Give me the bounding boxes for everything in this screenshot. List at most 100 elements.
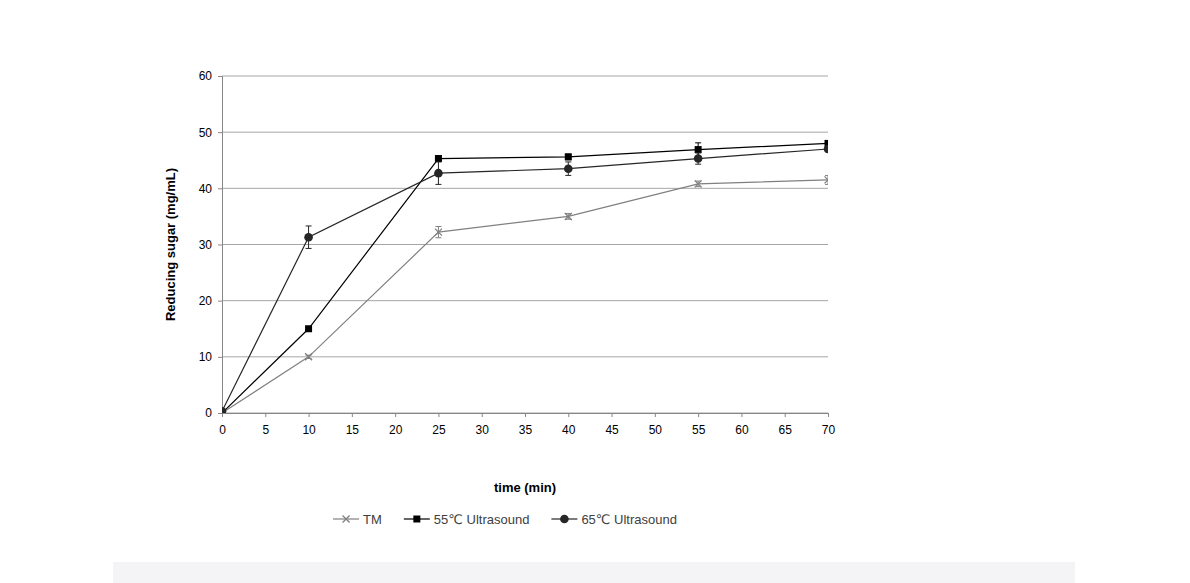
x-tick: 35 [519,413,533,437]
series-line [222,143,828,413]
data-point [695,146,702,153]
x-tick-mark [395,413,396,417]
y-tick-mark [218,132,222,133]
y-axis-line [218,77,223,414]
x-tick-mark [265,413,266,417]
y-tick-label: 0 [205,406,212,420]
series-line [222,149,828,411]
y-tick-mark [218,76,222,77]
y-tick: 20 [199,294,222,308]
data-point [565,213,572,220]
x-tick: 10 [302,413,316,437]
error-bar [435,227,441,238]
x-tick-label: 30 [476,423,490,437]
x-tick-mark [655,413,656,417]
data-point [825,176,829,183]
data-point [435,155,442,162]
series-line [222,180,828,413]
y-tick: 30 [199,238,222,252]
x-tick: 60 [735,413,749,437]
y-tick-mark [218,188,222,189]
x-tick: 50 [649,413,663,437]
x-tick: 20 [389,413,403,437]
x-tick-mark [525,413,526,417]
x-tick: 55 [692,413,706,437]
grid-line [222,132,828,133]
chart: 0 5 10 15 20 25 30 35 40 45 50 55 60 65 70 0 10 20 30 40 50 6… [0,0,1190,583]
data-point [305,353,312,360]
y-tick: 50 [199,126,222,140]
x-tick-label: 70 [822,423,836,437]
x-tick-label: 15 [346,423,360,437]
y-tick: 10 [199,350,222,364]
data-point [565,153,572,160]
legend-marker [560,515,569,524]
x-tick: 5 [262,413,269,437]
data-point [564,164,573,173]
x-axis: 0 5 10 15 20 25 30 35 40 45 50 55 60 65 70 [219,413,835,437]
y-tick-label: 30 [199,238,213,252]
y-tick: 60 [199,69,222,83]
x-tick-label: 0 [219,423,226,437]
x-tick: 40 [562,413,576,437]
x-tick: 25 [432,413,446,437]
y-axis: 0 10 20 30 40 50 60 [199,69,223,420]
legend-label: 55℃ Ultrasound [434,512,530,527]
x-tick-mark [482,413,483,417]
x-tick: 0 [219,413,226,437]
legend-marker [413,516,420,523]
x-tick-label: 10 [302,423,316,437]
x-tick: 15 [346,413,360,437]
error-bar [695,181,701,187]
legend-item: 65℃ Ultrasound [551,512,677,527]
x-tick-mark [741,413,742,417]
legend-marker [343,516,350,523]
x-tick-label: 25 [432,423,446,437]
y-tick: 0 [205,406,222,420]
legend-label: TM [363,512,382,527]
x-tick-label: 45 [605,423,619,437]
error-bar [565,154,571,160]
x-tick-mark [828,413,829,417]
x-tick-label: 40 [562,423,576,437]
data-point [695,180,702,187]
error-bar [825,175,828,184]
grid-line [222,188,828,189]
legend-label: 65℃ Ultrasound [581,512,677,527]
grid-line [222,300,828,301]
data-point [694,154,703,163]
grid-line [222,356,828,357]
x-tick-label: 50 [649,423,663,437]
x-tick-mark [352,413,353,417]
x-tick-label: 35 [519,423,533,437]
x-axis-line [223,414,829,418]
x-tick-mark [698,413,699,417]
y-tick-label: 40 [199,182,213,196]
data-point [824,145,828,154]
grid [222,76,828,413]
x-tick-label: 55 [692,423,706,437]
data-point [304,233,313,242]
data-point [305,325,312,332]
x-tick: 30 [476,413,490,437]
error-bar [565,214,571,220]
x-tick-label: 5 [262,423,269,437]
data-point [222,407,226,413]
x-axis-title: time (min) [494,480,556,495]
y-tick: 40 [199,182,222,196]
x-tick: 65 [779,413,793,437]
legend-item: TM [333,512,382,527]
grid-line [222,244,828,245]
x-tick-mark [438,413,439,417]
x-tick-label: 60 [735,423,749,437]
x-tick-label: 65 [779,423,793,437]
y-tick-label: 20 [199,294,213,308]
x-tick-mark [568,413,569,417]
y-tick-label: 50 [199,126,213,140]
error-bar [435,156,441,162]
grid-line [222,76,828,77]
y-tick-mark [218,301,222,302]
legend: TM 55℃ Ultrasound 65℃ Ultrasound [333,512,677,527]
y-tick-mark [218,245,222,246]
caption-band [113,562,1075,583]
